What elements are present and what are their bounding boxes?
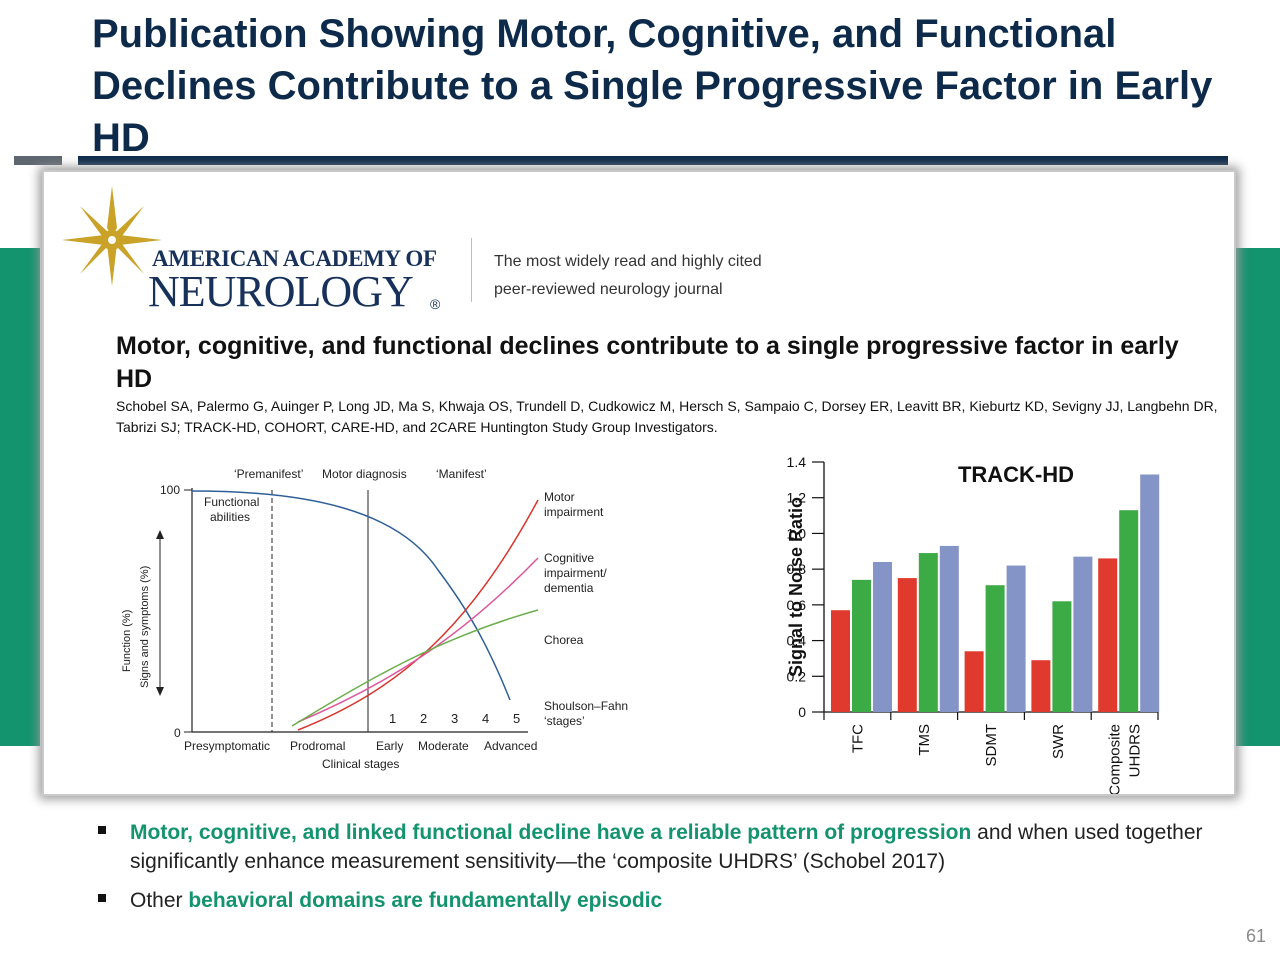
functional-curve bbox=[191, 490, 511, 701]
motor-label-line1: Motor bbox=[544, 490, 575, 504]
bullet-1-highlight: Motor, cognitive, and linked functional … bbox=[130, 821, 972, 844]
y-tick-label: 1.2 bbox=[787, 490, 807, 506]
bar-green-swr bbox=[1052, 601, 1072, 712]
stage-moderate: Moderate bbox=[418, 739, 469, 753]
x-category-label: SDMT bbox=[983, 724, 1000, 767]
bar-red-composite-uhdrs bbox=[1098, 558, 1118, 712]
bar-blue-tfc bbox=[873, 562, 892, 712]
y-tick-label: 1.0 bbox=[787, 525, 807, 541]
bar-green-composite-uhdrs bbox=[1119, 510, 1139, 712]
stage-number-4: 4 bbox=[482, 711, 489, 726]
y-tick-label: 1.4 bbox=[787, 454, 807, 470]
bullet-2-highlight: behavioral domains are fundamentally epi… bbox=[188, 889, 663, 912]
progression-diagram: ‘Premanifest’ Motor diagnosis ‘Manifest’… bbox=[121, 467, 628, 771]
stage-early: Early bbox=[376, 739, 403, 753]
y-axis-label: Signal to Noise Ratio bbox=[786, 497, 806, 677]
stage-number-5: 5 bbox=[513, 711, 520, 726]
y-tick-0: 0 bbox=[174, 726, 181, 740]
tagline-line2: peer-reviewed neurology journal bbox=[494, 281, 723, 298]
phase-label-premanifest: ‘Premanifest’ bbox=[234, 467, 303, 481]
bar-blue-tms bbox=[939, 545, 959, 712]
bullet-2-prefix: Other bbox=[130, 889, 189, 912]
track-hd-bar-chart: 0 0.2 0.4 0.6 0.8 1.0 1.2 1.4 Signal to Noise Ra… bbox=[786, 454, 1160, 794]
stage-advanced: Advanced bbox=[484, 739, 537, 753]
aan-star-icon bbox=[62, 186, 162, 286]
journal-tagline: The most widely read and highly cited pe… bbox=[494, 248, 762, 304]
slide-title: Publication Showing Motor, Cognitive, an… bbox=[92, 12, 1213, 160]
y-tick-label: 0.2 bbox=[787, 668, 807, 684]
square-bullet-icon bbox=[98, 826, 106, 834]
chorea-label: Chorea bbox=[544, 633, 584, 647]
logo-text-line2: NEUROLOGY bbox=[148, 267, 414, 316]
right-teal-band bbox=[1232, 248, 1280, 746]
title-rule bbox=[78, 156, 1228, 165]
cognitive-curve bbox=[297, 557, 539, 723]
cognitive-label-line2: impairment/ bbox=[544, 566, 607, 580]
y-tick-100: 100 bbox=[160, 483, 180, 497]
bar-red-tms bbox=[897, 578, 917, 712]
stage-prodromal: Prodromal bbox=[290, 739, 345, 753]
motor-label-line2: impairment bbox=[544, 505, 604, 519]
stage-number-2: 2 bbox=[420, 711, 427, 726]
phase-label-manifest: ‘Manifest’ bbox=[436, 467, 487, 481]
bullet-item-2: Other behavioral domains are fundamental… bbox=[98, 886, 1208, 915]
article-title: Motor, cognitive, and functional decline… bbox=[116, 332, 1179, 393]
cognitive-label-line3: dementia bbox=[544, 581, 594, 595]
y-tick-label: 0.6 bbox=[787, 597, 807, 613]
y-tick-label: 0.4 bbox=[787, 633, 807, 649]
bar-red-tfc bbox=[831, 610, 850, 712]
left-teal-band bbox=[0, 248, 40, 746]
logo-text-line1: AMERICAN ACADEMY OF bbox=[152, 246, 437, 271]
registered-mark: ® bbox=[430, 296, 441, 312]
arrow-down-head bbox=[156, 687, 164, 696]
functional-label-line2: abilities bbox=[210, 510, 250, 524]
square-bullet-icon bbox=[98, 894, 106, 902]
shoulson-label-line2: ‘stages’ bbox=[544, 714, 585, 728]
x-category-label: SWR bbox=[1050, 724, 1067, 759]
bar-red-sdmt bbox=[964, 651, 984, 712]
cognitive-label-line1: Cognitive bbox=[544, 551, 594, 565]
stage-presymptomatic: Presymptomatic bbox=[184, 739, 270, 753]
title-rule-accent bbox=[14, 156, 62, 165]
y-tick-label: 0 bbox=[798, 704, 806, 720]
shoulson-label-line1: Shoulson–Fahn bbox=[544, 699, 628, 713]
publication-card: AMERICAN ACADEMY OF NEUROLOGY ® The most… bbox=[44, 172, 1234, 794]
x-category-label: Composite bbox=[1107, 724, 1124, 794]
bar-green-sdmt bbox=[985, 585, 1005, 712]
article-authors: Schobel SA, Palermo G, Auinger P, Long J… bbox=[116, 398, 1218, 435]
bar-blue-swr bbox=[1073, 556, 1093, 712]
stage-number-1: 1 bbox=[389, 711, 396, 726]
tagline-line1: The most widely read and highly cited bbox=[494, 253, 762, 270]
bar-blue-sdmt bbox=[1006, 565, 1026, 712]
motor-curve bbox=[297, 499, 539, 731]
x-category-label: TFC bbox=[849, 724, 866, 753]
stage-number-3: 3 bbox=[451, 711, 458, 726]
y-axis-label-function: Function (%) bbox=[121, 610, 133, 672]
logo-divider bbox=[471, 238, 472, 302]
chart-title: TRACK-HD bbox=[958, 462, 1074, 487]
arrow-up-head bbox=[156, 530, 164, 539]
functional-label-line1: Functional bbox=[204, 495, 259, 509]
bar-green-tfc bbox=[852, 579, 871, 712]
bullet-list: Motor, cognitive, and linked functional … bbox=[98, 818, 1208, 925]
y-axis-label-signs: Signs and symptoms (%) bbox=[139, 566, 151, 688]
y-tick-label: 0.8 bbox=[787, 561, 807, 577]
x-axis-label-clinical-stages: Clinical stages bbox=[322, 757, 399, 771]
page-number: 61 bbox=[1245, 926, 1266, 946]
bullet-item-1: Motor, cognitive, and linked functional … bbox=[98, 818, 1208, 876]
bullet-1-text: and when used together significantly enh… bbox=[130, 821, 1203, 873]
x-category-label: TMS bbox=[916, 724, 933, 756]
bar-red-swr bbox=[1031, 660, 1051, 712]
chorea-curve bbox=[291, 609, 539, 727]
bar-green-tms bbox=[918, 553, 938, 712]
x-category-label: UHDRS bbox=[1127, 724, 1144, 777]
bar-blue-composite-uhdrs bbox=[1140, 474, 1160, 712]
phase-label-motor-diagnosis: Motor diagnosis bbox=[322, 467, 407, 481]
